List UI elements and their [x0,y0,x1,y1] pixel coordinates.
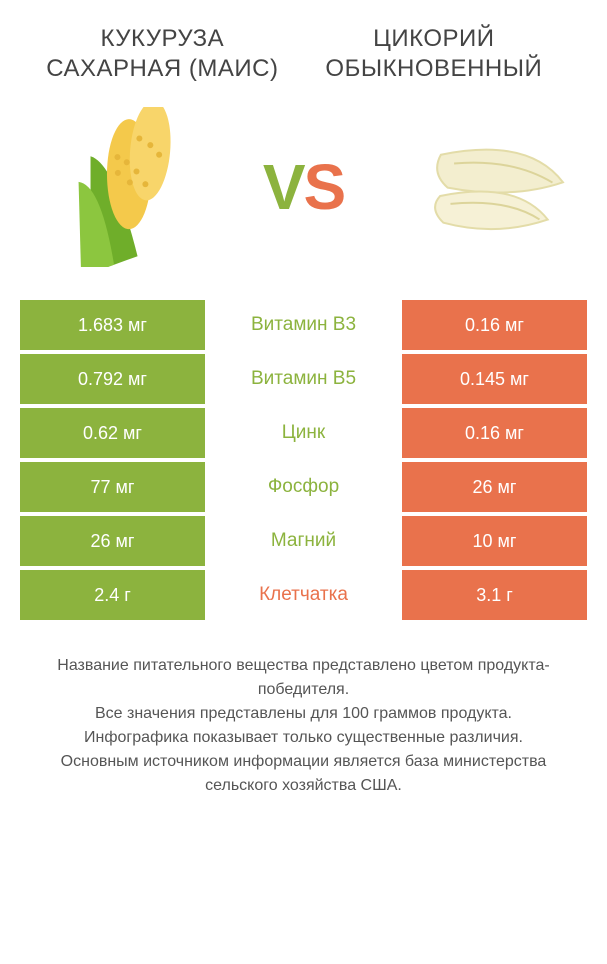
title-left: КУКУРУЗА САХАРНАЯ (МАИС) [32,24,293,84]
vs-row: VS [12,102,595,272]
header: КУКУРУЗА САХАРНАЯ (МАИС) ЦИКОРИЙ ОБЫКНОВ… [12,24,595,84]
nutrient-row: 26 мгМагний10 мг [20,516,587,566]
value-left: 0.62 мг [20,408,205,458]
nutrient-name: Витамин B3 [205,300,402,350]
value-left: 2.4 г [20,570,205,620]
nutrient-row: 0.792 мгВитамин B50.145 мг [20,354,587,404]
value-right: 26 мг [402,462,587,512]
vs-v: V [263,151,304,223]
value-left: 26 мг [20,516,205,566]
vs-label: VS [263,150,344,224]
nutrient-name: Фосфор [205,462,402,512]
footer-line: Все значения представлены для 100 граммо… [28,702,579,726]
nutrient-name: Витамин B5 [205,354,402,404]
nutrient-row: 77 мгФосфор26 мг [20,462,587,512]
title-right: ЦИКОРИЙ ОБЫКНОВЕННЫЙ [293,24,575,84]
value-right: 0.16 мг [402,300,587,350]
value-right: 10 мг [402,516,587,566]
nutrient-row: 1.683 мгВитамин B30.16 мг [20,300,587,350]
value-right: 0.145 мг [402,354,587,404]
corn-icon [33,107,213,267]
nutrient-name: Магний [205,516,402,566]
chicory-icon [394,107,574,267]
footer-line: Инфографика показывает только существенн… [28,726,579,750]
value-left: 77 мг [20,462,205,512]
nutrient-name: Цинк [205,408,402,458]
vs-s: S [304,151,345,223]
nutrient-table: 1.683 мгВитамин B30.16 мг0.792 мгВитамин… [12,300,595,620]
infographic-root: КУКУРУЗА САХАРНАЯ (МАИС) ЦИКОРИЙ ОБЫКНОВ… [0,0,607,964]
nutrient-name: Клетчатка [205,570,402,620]
product-image-left [28,102,218,272]
value-left: 0.792 мг [20,354,205,404]
footer-line: Основным источником информации является … [28,750,579,798]
nutrient-row: 0.62 мгЦинк0.16 мг [20,408,587,458]
value-left: 1.683 мг [20,300,205,350]
footer-line: Название питательного вещества представл… [28,654,579,702]
value-right: 0.16 мг [402,408,587,458]
nutrient-row: 2.4 гКлетчатка3.1 г [20,570,587,620]
product-image-right [389,102,579,272]
value-right: 3.1 г [402,570,587,620]
footer-text: Название питательного вещества представл… [12,654,595,798]
